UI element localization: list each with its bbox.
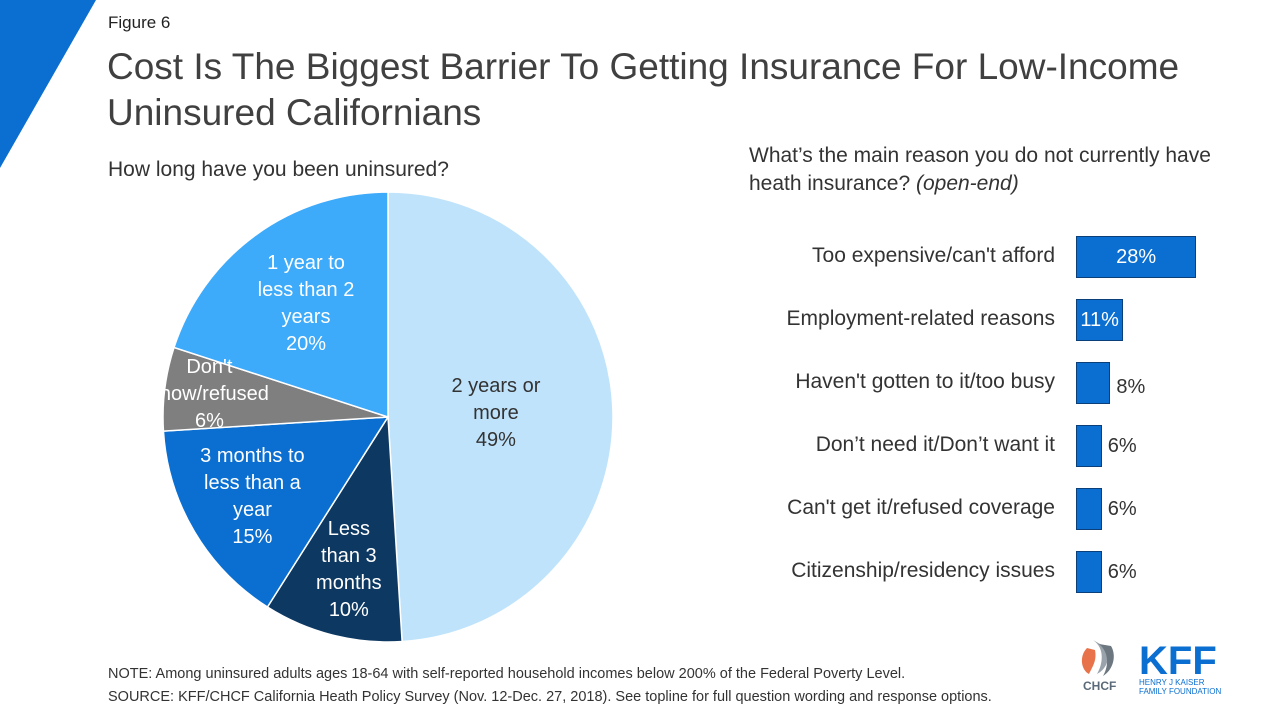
kff-sub-line-2: FAMILY FOUNDATION bbox=[1139, 687, 1221, 696]
pie-label-0-line-1: more bbox=[473, 402, 519, 425]
bar-category-2: Haven't gotten to it/too busy bbox=[795, 370, 1055, 393]
bar-category-5: Citizenship/residency issues bbox=[791, 559, 1055, 582]
bar-3 bbox=[1076, 425, 1102, 467]
bar-row-4: Can't get it/refused coverage 6% bbox=[700, 488, 1260, 530]
pie-value-1: 10% bbox=[328, 598, 369, 621]
pie-value-0: 49% bbox=[475, 429, 516, 452]
footnotes: NOTE: Among uninsured adults ages 18-64 … bbox=[108, 663, 992, 709]
pie-value-3: 6% bbox=[194, 409, 224, 432]
pie-label-0: 2 years or more 49% bbox=[411, 373, 581, 454]
source-text: SOURCE: KFF/CHCF California Heath Policy… bbox=[108, 689, 992, 705]
pie-label-1-line-1: than 3 bbox=[321, 544, 377, 567]
bar-value-5: 6% bbox=[1107, 561, 1137, 583]
bar-0 bbox=[1076, 236, 1197, 278]
bar-question-text: What’s the main reason you do not curren… bbox=[749, 144, 1211, 195]
pie-slice-4 bbox=[173, 191, 389, 419]
pie-slice-2 bbox=[162, 416, 390, 609]
pie-chart bbox=[162, 191, 614, 643]
pie-label-4: 1 year to less than 2 years 20% bbox=[226, 250, 386, 358]
bar-row-1: Employment-related reasons 11% bbox=[700, 299, 1260, 341]
pie-label-1-line-2: months bbox=[316, 571, 382, 594]
pie-label-3-line-1: know/refused bbox=[149, 382, 269, 405]
pie-slice-1 bbox=[266, 414, 403, 643]
bar-value-4: 6% bbox=[1107, 498, 1137, 520]
bar-category-3: Don’t need it/Don’t want it bbox=[815, 433, 1055, 456]
pie-label-0-line-0: 2 years or bbox=[451, 375, 541, 398]
bar-question: What’s the main reason you do not curren… bbox=[749, 142, 1249, 198]
pie-question: How long have you been uninsured? bbox=[108, 158, 449, 181]
bar-question-note: (open-end) bbox=[915, 172, 1019, 195]
bar-4 bbox=[1076, 488, 1102, 530]
pie-label-3: Don't know/refused 6% bbox=[124, 354, 294, 435]
note-text: NOTE: Among uninsured adults ages 18-64 … bbox=[108, 666, 906, 682]
pie-label-1-line-0: Less bbox=[327, 517, 370, 540]
logos: CHCF KFF HENRY J KAISER FAMILY FOUNDATIO… bbox=[1081, 639, 1221, 696]
bar-row-0: Too expensive/can't afford 28% bbox=[700, 236, 1260, 278]
bar-row-3: Don’t need it/Don’t want it 6% bbox=[700, 425, 1260, 467]
pie-label-3-line-0: Don't bbox=[186, 355, 233, 378]
figure-label: Figure 6 bbox=[108, 13, 171, 32]
kff-logo: KFF HENRY J KAISER FAMILY FOUNDATION bbox=[1139, 639, 1221, 696]
bar-value-2: 8% bbox=[1116, 376, 1146, 398]
pie-slice-0 bbox=[387, 191, 614, 643]
chcf-logo-text: CHCF bbox=[1083, 679, 1116, 693]
corner-accent-shape bbox=[0, 0, 96, 168]
bar-value-0: 28% bbox=[1116, 246, 1157, 268]
bar-row-2: Haven't gotten to it/too busy 8% bbox=[700, 362, 1260, 404]
bar-value-1: 11% bbox=[1080, 309, 1119, 331]
pie-label-4-line-1: less than 2 bbox=[257, 279, 355, 302]
kff-logo-text: KFF bbox=[1139, 639, 1217, 683]
pie-value-2: 15% bbox=[232, 526, 273, 549]
pie-label-4-line-2: years bbox=[281, 306, 331, 329]
bar-value-3: 6% bbox=[1107, 435, 1137, 457]
pie-label-1: Less than 3 months 10% bbox=[294, 516, 404, 624]
bar-category-1: Employment-related reasons bbox=[786, 307, 1055, 330]
bar-row-5: Citizenship/residency issues 6% bbox=[700, 551, 1260, 593]
bar-category-0: Too expensive/can't afford bbox=[812, 244, 1055, 267]
bar-2 bbox=[1076, 362, 1111, 404]
bar-category-4: Can't get it/refused coverage bbox=[787, 496, 1055, 519]
pie-label-2: 3 months to less than a year 15% bbox=[177, 443, 327, 551]
pie-label-4-line-0: 1 year to bbox=[267, 252, 345, 275]
pie-label-2-line-2: year bbox=[232, 499, 272, 522]
kff-sub-line-1: HENRY J KAISER bbox=[1139, 678, 1205, 687]
bar-5 bbox=[1076, 551, 1102, 593]
page-title: Cost Is The Biggest Barrier To Getting I… bbox=[107, 46, 1180, 133]
pie-label-2-line-0: 3 months to bbox=[200, 445, 305, 468]
pie-value-4: 20% bbox=[285, 333, 327, 356]
chcf-logo: CHCF bbox=[1081, 640, 1116, 693]
pie-label-2-line-1: less than a bbox=[204, 472, 301, 495]
bar-1 bbox=[1076, 299, 1124, 341]
